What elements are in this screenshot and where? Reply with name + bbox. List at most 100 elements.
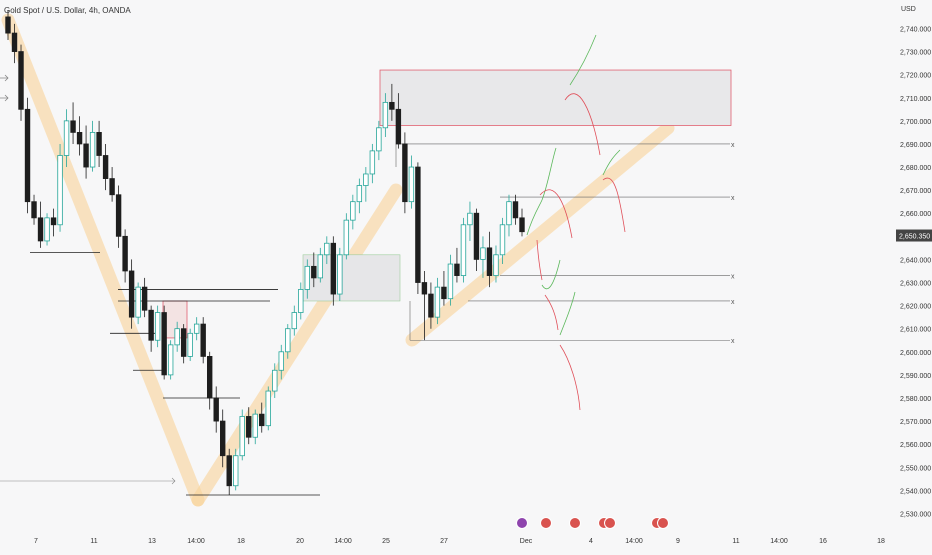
candle-body <box>122 235 128 272</box>
trend-band-rising <box>405 121 675 347</box>
time-tick-label: 7 <box>34 538 38 545</box>
candle-body <box>63 120 70 156</box>
candle-body <box>200 323 206 357</box>
arrow-icon <box>0 94 9 102</box>
candle-body <box>5 16 11 34</box>
candle-body <box>512 201 519 219</box>
candle-body <box>161 312 167 376</box>
time-tick-label: 27 <box>440 538 448 545</box>
level-marker: x <box>731 142 735 149</box>
candle-body <box>467 212 473 226</box>
candle-body <box>389 101 395 110</box>
trend-band-up <box>191 183 403 507</box>
candle-body <box>493 254 499 276</box>
candle-body <box>148 309 154 341</box>
level-marker: x <box>731 274 735 281</box>
price-tick-label: 2,690.000 <box>900 142 931 149</box>
candle-body <box>89 131 96 168</box>
candle-body <box>154 312 161 341</box>
time-tick-label: 11 <box>90 538 97 545</box>
candle-body <box>460 224 467 276</box>
price-tick-label: 2,530.000 <box>900 511 931 518</box>
candle-body <box>109 178 115 196</box>
candle-body <box>330 242 337 295</box>
time-tick-label: 18 <box>237 538 245 545</box>
us-flag-event-icon <box>604 517 616 529</box>
candle-body <box>246 416 252 438</box>
candle-body <box>70 120 76 133</box>
price-tick-label: 2,680.000 <box>900 165 931 172</box>
candle-body <box>343 219 350 256</box>
candle-body <box>141 286 148 311</box>
candle-body <box>76 131 83 145</box>
level-marker: x <box>731 299 735 306</box>
price-tick-label: 2,590.000 <box>900 373 931 380</box>
arrow-icon <box>0 477 176 485</box>
price-tick-label: 2,720.000 <box>900 73 931 80</box>
candle-body <box>356 185 363 203</box>
candle-body <box>408 166 415 203</box>
forecast-down-path <box>602 177 626 233</box>
candle-body <box>24 108 31 203</box>
candle-body <box>213 397 219 422</box>
demand-zone <box>302 254 401 302</box>
time-tick-label: 20 <box>296 538 304 545</box>
candle-body <box>83 143 89 168</box>
candle-body <box>317 254 324 279</box>
current-price-badge <box>896 229 932 242</box>
candle-body <box>421 282 428 295</box>
candle-body <box>337 254 343 295</box>
time-tick-label: 25 <box>382 538 390 545</box>
time-tick-label: 14:00 <box>770 538 788 545</box>
candle-body <box>499 224 506 256</box>
candle-body <box>128 270 135 318</box>
candle-body <box>304 265 310 290</box>
candle-body <box>50 217 57 226</box>
price-tick-label: 2,740.000 <box>900 26 931 33</box>
candle-body <box>311 265 317 279</box>
candle-body <box>226 455 232 487</box>
candle-body <box>44 217 50 242</box>
candle-body <box>291 312 297 330</box>
candle-body <box>519 217 525 233</box>
time-tick-label: 14:00 <box>334 538 352 545</box>
candle-body <box>480 247 486 260</box>
candle-body <box>115 194 122 237</box>
forecast-up-path <box>541 147 557 201</box>
candle-body <box>18 51 24 110</box>
forecast-down-path <box>544 294 559 331</box>
price-tick-label: 2,620.000 <box>900 304 931 311</box>
price-tick-label: 2,580.000 <box>900 396 931 403</box>
forecast-down-path <box>564 93 601 156</box>
candle-body <box>174 328 180 346</box>
candle-body <box>454 263 460 276</box>
forecast-up-path <box>569 34 597 86</box>
forecast-up-path <box>559 291 576 336</box>
time-tick-label: 13 <box>148 538 156 545</box>
forecast-up-path <box>541 259 561 290</box>
level-marker: x <box>731 195 735 202</box>
currency-label[interactable]: USD <box>901 6 916 13</box>
trend-band-down <box>1 13 205 507</box>
time-tick-label: 9 <box>676 538 680 545</box>
supply-zone <box>379 69 732 126</box>
price-tick-label: 2,670.000 <box>900 188 931 195</box>
candle-body <box>37 217 44 242</box>
candle-body <box>272 369 278 392</box>
candle-body <box>350 201 356 221</box>
candle-body <box>441 286 447 300</box>
price-tick-label: 2,570.000 <box>900 419 931 426</box>
candle-body <box>428 293 434 318</box>
candle-body <box>167 344 174 376</box>
candle-body <box>473 212 480 260</box>
forecast-down-path <box>559 344 581 411</box>
candle-body <box>285 328 291 353</box>
time-tick-label: 14:00 <box>625 538 643 545</box>
candle-body <box>180 328 187 357</box>
candle-body <box>447 263 454 300</box>
price-tick-label: 2,640.000 <box>900 257 931 264</box>
candle-body <box>434 286 441 318</box>
time-tick-label: 14:00 <box>187 538 205 545</box>
candle-body <box>363 173 369 186</box>
